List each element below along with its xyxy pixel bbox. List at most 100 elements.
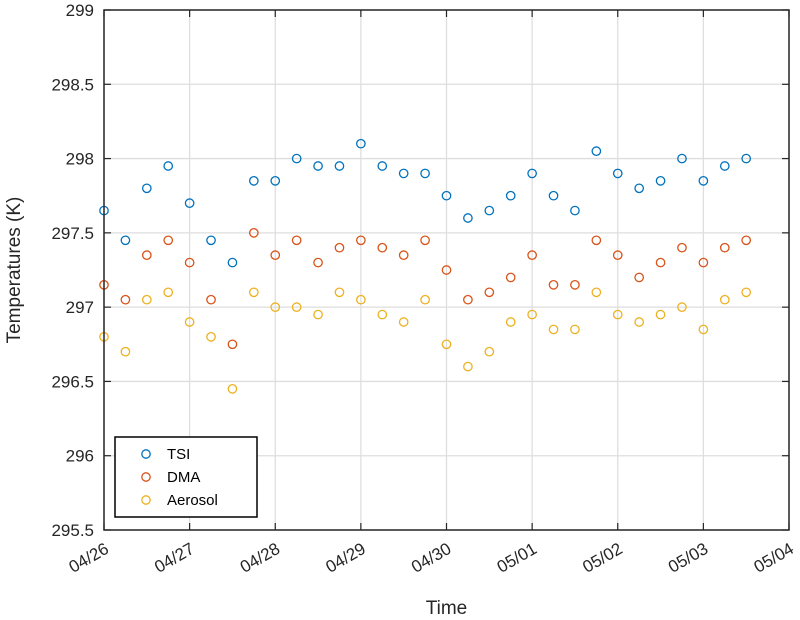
data-point (398, 168, 409, 179)
data-point (655, 309, 666, 320)
legend-item-aerosol: Aerosol (141, 492, 218, 509)
data-point (741, 153, 752, 164)
data-point (634, 272, 645, 283)
data-point (163, 161, 174, 171)
data-point (548, 324, 559, 335)
data-point (463, 294, 473, 305)
series-dma (99, 228, 752, 350)
data-point (527, 168, 537, 179)
data-point (270, 250, 281, 260)
data-point (677, 242, 687, 253)
legend-item-dma: DMA (141, 469, 200, 486)
data-point (141, 183, 152, 194)
y-tick-label: 299 (66, 1, 94, 20)
data-point (227, 257, 238, 268)
data-point (334, 242, 345, 253)
data-point (291, 302, 302, 312)
legend-label-aerosol: Aerosol (167, 492, 218, 509)
legend-marker-tsi (141, 449, 151, 459)
series-aerosol (99, 287, 752, 394)
data-point (227, 384, 238, 394)
data-point (463, 213, 473, 223)
data-point (248, 228, 259, 238)
y-tick-label: 296.5 (51, 372, 94, 391)
data-point (377, 242, 388, 253)
data-point (570, 324, 580, 335)
data-point (634, 317, 645, 327)
legend-label-dma: DMA (167, 469, 200, 486)
y-tick-label: 298 (66, 150, 94, 169)
data-point (612, 168, 623, 179)
data-point (719, 242, 730, 253)
data-point (741, 287, 752, 298)
series-tsi (99, 138, 752, 268)
data-point (441, 265, 452, 275)
data-point (313, 309, 323, 320)
data-point (270, 176, 281, 186)
data-point (591, 287, 602, 298)
legend-label-tsi: TSI (167, 446, 190, 463)
y-tick-label: 296 (66, 447, 94, 466)
data-point (570, 205, 580, 216)
data-point (484, 346, 495, 357)
data-point (356, 235, 366, 246)
data-point (120, 294, 131, 305)
legend-item-tsi: TSI (141, 446, 190, 463)
data-point (505, 272, 516, 283)
legend: TSI DMA Aerosol (114, 436, 258, 518)
data-point (612, 250, 623, 260)
data-point (698, 324, 709, 335)
data-point (206, 235, 216, 246)
data-point (527, 250, 537, 260)
data-point (698, 176, 709, 186)
data-point (313, 161, 323, 171)
data-point (677, 302, 687, 312)
y-tick-label: 297.5 (51, 224, 94, 243)
data-point (484, 205, 495, 216)
data-point (698, 257, 709, 268)
data-point (206, 294, 216, 305)
data-point (505, 317, 516, 327)
data-point (548, 280, 559, 290)
data-points (99, 138, 752, 394)
data-point (377, 309, 388, 320)
data-point (377, 161, 388, 171)
data-point (120, 235, 131, 246)
data-point (248, 287, 259, 298)
x-axis-title: Time (426, 598, 468, 619)
data-point (719, 294, 730, 305)
grid (103, 9, 790, 531)
data-point (356, 138, 366, 149)
legend-marker-aerosol (141, 495, 151, 505)
data-point (527, 309, 537, 320)
legend-marker-dma (141, 472, 151, 482)
data-point (141, 250, 152, 260)
data-point (655, 176, 666, 186)
data-point (163, 287, 174, 298)
data-point (719, 161, 730, 171)
data-point (206, 332, 216, 342)
data-point (634, 183, 645, 194)
data-point (591, 146, 602, 156)
data-point (291, 153, 302, 164)
data-point (248, 176, 259, 186)
data-point (484, 287, 495, 298)
data-point (334, 161, 345, 171)
data-point (548, 190, 559, 201)
y-tick-label: 297 (66, 298, 94, 317)
data-point (227, 339, 238, 350)
y-axis-title: Temperatures (K) (4, 197, 25, 344)
data-point (420, 235, 430, 246)
data-point (505, 190, 516, 201)
data-point (655, 257, 666, 268)
data-point (420, 294, 430, 305)
data-point (741, 235, 752, 246)
data-point (441, 190, 452, 201)
data-point (463, 361, 473, 372)
data-point (184, 198, 195, 208)
data-point (184, 317, 195, 327)
data-point (441, 339, 452, 350)
